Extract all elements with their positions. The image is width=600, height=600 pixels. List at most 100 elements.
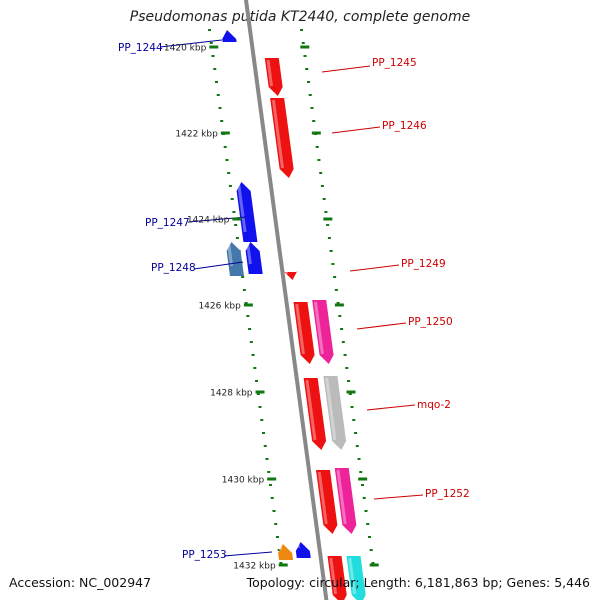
ruler-dot	[248, 328, 252, 330]
ruler-dot	[334, 289, 338, 291]
gene-pp1244-shape[interactable]	[222, 30, 237, 42]
ruler-dot	[364, 510, 368, 512]
label-leader	[366, 404, 416, 411]
ruler-dot	[260, 419, 264, 421]
ruler-dot	[277, 549, 281, 551]
ruler-dot	[209, 42, 213, 44]
gene-label[interactable]: PP_1247	[145, 217, 190, 229]
gene-label[interactable]: PP_1244	[118, 42, 163, 54]
major-tick	[267, 477, 277, 481]
gene-pp1247-shape[interactable]	[236, 182, 258, 242]
ruler-dot	[274, 523, 278, 525]
gene-pp1252-pink[interactable]	[334, 468, 357, 534]
gene-label[interactable]: PP_1246	[382, 120, 427, 132]
gene-label[interactable]: PP_1245	[372, 57, 417, 69]
label-leader	[223, 551, 273, 557]
gene-pp1252-pink-shape[interactable]	[334, 468, 357, 534]
genome-backbone	[243, 0, 329, 600]
gene-pp1244[interactable]	[222, 30, 237, 42]
gene-pp1248-steel-shape[interactable]	[226, 242, 244, 276]
ruler-dot	[230, 198, 234, 200]
gene-pp1246-shape[interactable]	[270, 98, 294, 178]
major-tick	[209, 45, 219, 49]
ruler-dot	[322, 198, 326, 200]
gene-pp1250-highlight	[295, 303, 305, 355]
ruler-dot	[360, 484, 364, 486]
gene-mqo2-shape[interactable]	[303, 378, 327, 450]
gene-next-red[interactable]	[327, 556, 347, 600]
gene-features[interactable]	[222, 30, 366, 600]
gene-label[interactable]: mqo-2	[417, 399, 451, 411]
gene-pp1252-pink-highlight	[336, 469, 347, 525]
gene-pp1250-shape[interactable]	[293, 302, 315, 364]
ruler-dot	[324, 211, 328, 213]
gene-pp1249[interactable]	[283, 269, 298, 280]
major-tick	[300, 45, 310, 49]
gene-mqo2[interactable]	[303, 378, 327, 450]
gene-mqo2-highlight	[305, 379, 317, 441]
gene-next-cyan-shape[interactable]	[346, 556, 366, 600]
gene-pp1248-steel[interactable]	[226, 242, 244, 276]
ruler-dot	[228, 185, 232, 187]
ruler-dot	[340, 328, 344, 330]
gene-pp1253-shape[interactable]	[295, 542, 311, 558]
gene-pp1248-shape[interactable]	[245, 242, 263, 274]
ruler-dot	[249, 341, 253, 343]
ruler-dot	[275, 536, 279, 538]
gene-pp1248[interactable]	[245, 242, 263, 274]
ruler-dot	[211, 55, 215, 57]
gene-pp1250-pink-shape[interactable]	[312, 300, 334, 364]
ruler-dot	[362, 497, 366, 499]
ruler-dot	[256, 393, 260, 395]
ruler-label: 1428 kbp	[210, 389, 253, 399]
gene-pp1245-shape[interactable]	[264, 58, 283, 96]
label-leaders	[159, 39, 424, 557]
gene-pp1247[interactable]	[236, 182, 258, 242]
gene-label[interactable]: PP_1250	[408, 316, 453, 328]
gene-pp1253-orange-highlight	[278, 545, 283, 551]
gene-label[interactable]: PP_1252	[425, 488, 470, 500]
gene-pp1252[interactable]	[315, 470, 338, 534]
gene-pp1250[interactable]	[293, 302, 315, 364]
gene-mqo2-grey[interactable]	[323, 376, 347, 450]
ruler-dot	[305, 68, 309, 70]
gene-next-red-shape[interactable]	[327, 556, 347, 600]
gene-pp1248-steel-highlight	[227, 243, 234, 267]
gene-label[interactable]: PP_1253	[182, 549, 227, 561]
ruler-dot	[258, 406, 262, 408]
gene-label[interactable]: PP_1249	[401, 258, 446, 270]
gene-mqo2-grey-shape[interactable]	[323, 376, 347, 450]
gene-pp1250-pink[interactable]	[312, 300, 334, 364]
label-leader	[159, 39, 223, 48]
gene-pp1245-highlight	[266, 59, 274, 87]
gene-pp1245[interactable]	[264, 58, 283, 96]
major-tick	[323, 217, 333, 221]
gene-pp1253-orange-shape[interactable]	[278, 544, 294, 560]
ruler-dot	[336, 302, 340, 304]
ruler-dot	[216, 94, 220, 96]
topology-text: Topology: circular; Length: 6,181,863 bp…	[246, 575, 590, 590]
major-tick	[278, 563, 288, 567]
gene-pp1249-shape[interactable]	[283, 271, 298, 280]
ruler-label: 1432 kbp	[233, 562, 276, 572]
ruler-dot	[303, 55, 307, 57]
label-leader	[321, 65, 371, 73]
gene-mqo2-grey-highlight	[325, 377, 337, 441]
gene-pp1253-orange[interactable]	[278, 544, 294, 560]
gene-pp1253[interactable]	[295, 542, 311, 558]
ruler-dot	[262, 432, 266, 434]
gene-next-cyan-highlight	[348, 557, 357, 595]
ruler-dot	[343, 354, 347, 356]
ruler-dot	[253, 367, 257, 369]
ruler-dot	[232, 211, 236, 213]
ruler-dot	[251, 354, 255, 356]
ruler-dot	[333, 276, 337, 278]
gene-next-cyan[interactable]	[346, 556, 366, 600]
gene-pp1246[interactable]	[270, 98, 294, 178]
ruler-label: 1430 kbp	[222, 476, 265, 486]
gene-label[interactable]: PP_1248	[151, 262, 196, 274]
ruler-dot	[367, 536, 371, 538]
ruler-dot	[329, 250, 333, 252]
gene-pp1252-shape[interactable]	[315, 470, 338, 534]
